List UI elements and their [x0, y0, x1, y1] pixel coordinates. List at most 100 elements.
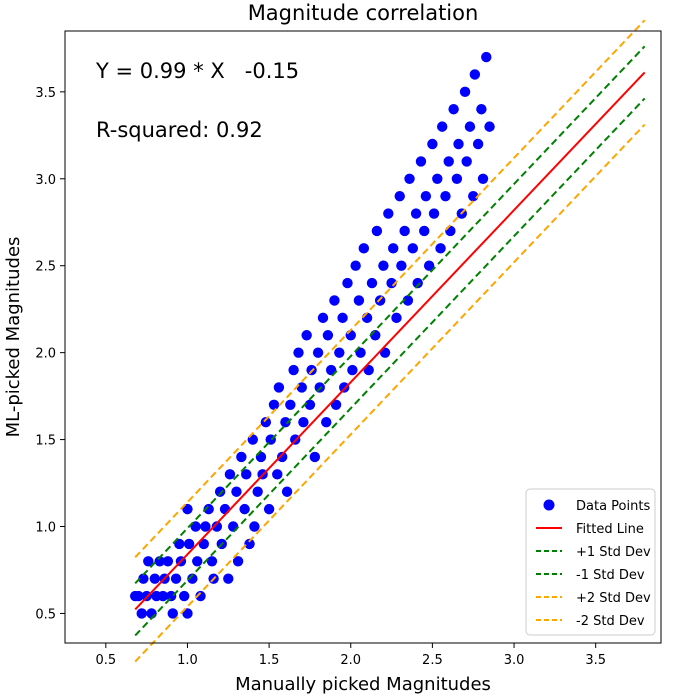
data-point	[304, 399, 316, 411]
data-point	[481, 51, 492, 63]
data-point	[396, 260, 407, 271]
data-point	[419, 225, 430, 237]
y-tick-label: 2.0	[35, 347, 56, 362]
data-point	[162, 556, 174, 567]
data-point	[244, 538, 255, 550]
data-point	[461, 156, 472, 167]
data-point	[404, 173, 415, 184]
series-line--1-std-dev	[134, 97, 646, 637]
series-line--1-std-dev	[134, 45, 646, 585]
data-point	[448, 104, 459, 115]
data-point	[182, 608, 193, 619]
data-point	[345, 330, 356, 341]
legend-label: -2 Std Dev	[576, 614, 645, 629]
data-point	[337, 312, 348, 324]
data-point	[339, 382, 350, 393]
y-tick-label: 0.5	[35, 607, 56, 622]
data-point	[312, 347, 324, 358]
data-point	[223, 573, 234, 584]
data-point	[435, 243, 446, 254]
data-point	[241, 469, 252, 480]
data-point	[436, 121, 448, 132]
fit-lines-layer	[134, 19, 646, 663]
x-tick-label: 1.5	[259, 653, 280, 668]
data-point	[399, 225, 410, 237]
data-point	[214, 486, 226, 497]
data-point	[468, 190, 479, 202]
data-point	[330, 399, 342, 411]
y-tick-label: 1.5	[35, 434, 56, 449]
data-point	[179, 590, 190, 602]
data-point	[154, 556, 165, 567]
data-point	[231, 486, 242, 497]
data-point	[195, 590, 206, 602]
data-point	[443, 156, 454, 167]
legend-label: +2 Std Dev	[576, 591, 651, 606]
data-point	[423, 260, 435, 271]
y-tick-label: 2.5	[35, 260, 56, 275]
data-point	[388, 243, 399, 254]
data-point	[273, 382, 285, 393]
data-point	[211, 521, 223, 532]
chart-title: Magnitude correlation	[248, 1, 479, 25]
legend: Data Points Fitted Line +1 Std Dev -1 Std D…	[525, 488, 656, 636]
series-line-fitted-line	[134, 71, 646, 611]
legend-label: -1 Std Dev	[576, 568, 645, 583]
data-point	[453, 138, 464, 150]
legend-box	[525, 488, 656, 636]
data-point	[464, 121, 476, 132]
y-tick-label: 3.5	[35, 86, 56, 101]
data-point	[143, 556, 154, 567]
data-point	[183, 538, 195, 550]
data-point	[427, 138, 438, 150]
data-point	[440, 190, 451, 202]
data-point	[136, 608, 147, 619]
x-tick-label: 3.5	[585, 653, 606, 668]
data-point	[263, 503, 275, 515]
data-point	[394, 190, 405, 202]
data-point	[296, 382, 307, 393]
x-tick-label: 2.5	[422, 653, 443, 668]
data-point	[298, 416, 309, 428]
data-point	[276, 451, 288, 463]
series-line--2-std-dev	[134, 123, 646, 663]
data-point	[268, 399, 280, 411]
data-point	[476, 104, 487, 115]
data-point	[371, 225, 383, 237]
series-line--2-std-dev	[134, 19, 646, 558]
data-point	[469, 69, 481, 80]
data-point	[167, 608, 178, 619]
data-point	[415, 156, 427, 167]
data-point	[200, 521, 211, 532]
data-point	[432, 173, 443, 184]
x-tick-label: 0.5	[95, 653, 116, 668]
data-point	[317, 312, 329, 324]
data-point	[190, 521, 201, 532]
data-point	[227, 521, 239, 532]
data-point	[285, 399, 296, 411]
data-point	[280, 416, 291, 428]
data-point	[281, 486, 293, 497]
data-point	[219, 503, 231, 515]
data-point	[301, 330, 312, 341]
data-point	[472, 138, 484, 150]
data-point	[309, 451, 321, 463]
x-tick-label: 1.0	[177, 653, 198, 668]
data-point	[260, 416, 272, 428]
data-point	[402, 295, 414, 306]
data-point	[477, 173, 489, 184]
data-point	[293, 347, 304, 358]
x-axis-title: Manually picked Magnitudes	[235, 674, 491, 695]
data-point	[355, 347, 366, 358]
data-point	[249, 521, 260, 532]
data-point	[203, 503, 214, 515]
data-point	[420, 190, 432, 202]
data-point	[187, 573, 198, 584]
x-tick-label: 2.0	[340, 653, 361, 668]
y-tick-label: 3.0	[35, 173, 56, 188]
data-point	[329, 295, 340, 306]
data-point	[358, 243, 370, 254]
x-tick-label: 3.0	[504, 653, 525, 668]
data-point	[350, 260, 361, 271]
